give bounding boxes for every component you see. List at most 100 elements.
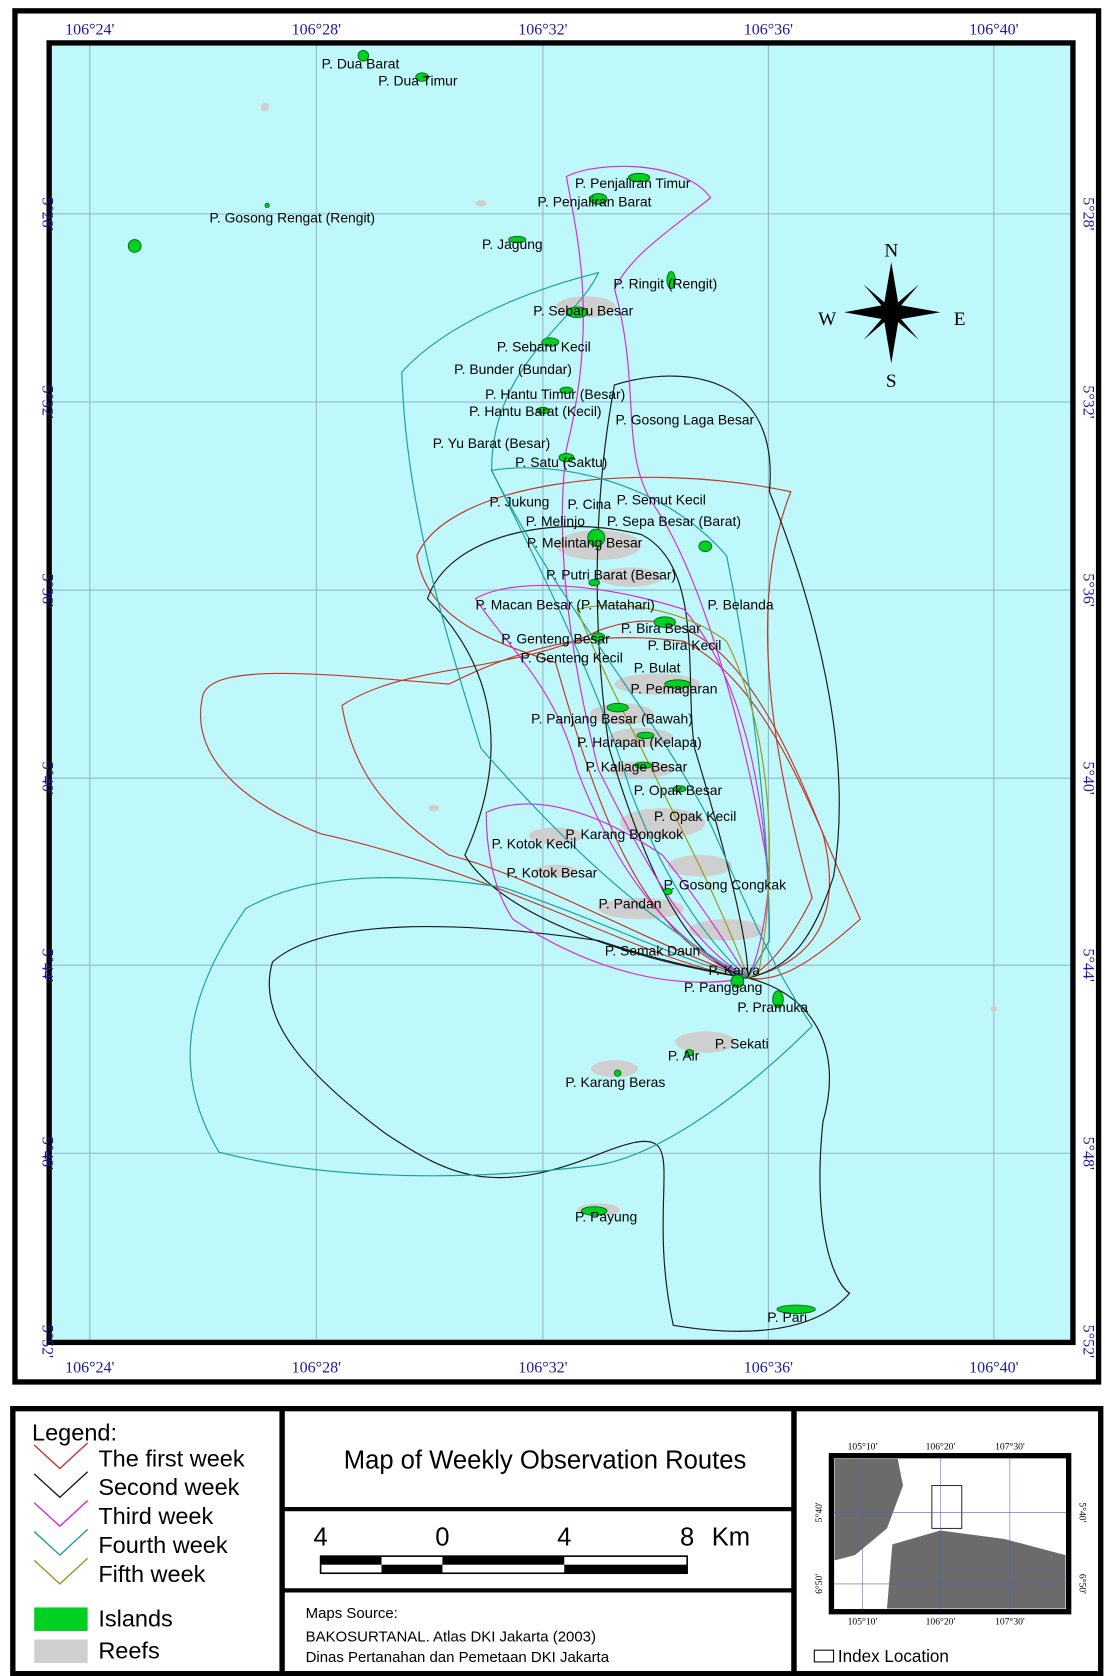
island-label: P. Hantu Barat (Kecil) bbox=[469, 403, 601, 419]
legend-title: Legend: bbox=[32, 1420, 117, 1446]
island-label: P. Panjang Besar (Bawah) bbox=[531, 711, 693, 727]
legend-label: The first week bbox=[98, 1445, 245, 1471]
compass-n: N bbox=[884, 241, 898, 262]
island-label: P. Pandan bbox=[598, 896, 661, 912]
island-label: P. Kotok Kecil bbox=[492, 836, 577, 852]
island-label: P. Bulat bbox=[634, 659, 681, 675]
island-label: P. Bira Kecil bbox=[648, 637, 722, 653]
lon-label: 106°36' bbox=[744, 1359, 793, 1376]
lat-label: 5°40' bbox=[1080, 761, 1097, 794]
island-label: P. Genteng Kecil bbox=[520, 650, 622, 666]
lat-label: 5°36' bbox=[39, 573, 56, 606]
island-label: P. Pramuka bbox=[737, 999, 808, 1015]
compass-s: S bbox=[886, 371, 897, 392]
lon-label: 106°32' bbox=[518, 1359, 567, 1376]
lon-label: 106°24' bbox=[65, 1359, 114, 1376]
legend-label: Reefs bbox=[98, 1638, 159, 1664]
scale-seg bbox=[321, 1556, 382, 1565]
lat-label: 5°44' bbox=[39, 949, 56, 982]
lon-label: 106°28' bbox=[292, 21, 341, 38]
island-label: P. Opak Kecil bbox=[654, 808, 736, 824]
island-label: P. Bunder (Bundar) bbox=[454, 361, 572, 377]
island-label: P. Gosong Laga Besar bbox=[616, 411, 755, 427]
island bbox=[128, 240, 141, 253]
source-line: Dinas Pertanahan dan Pemetaan DKI Jakart… bbox=[306, 1649, 610, 1666]
lon-label: 106°28' bbox=[292, 1359, 341, 1376]
lat-label: 5°28' bbox=[39, 197, 56, 230]
reef bbox=[261, 103, 270, 112]
island-label: P. Genteng Besar bbox=[501, 631, 610, 647]
island-label: P. Satu (Saktu) bbox=[515, 454, 607, 470]
index-swatch bbox=[814, 1650, 833, 1662]
island-label: P. Payung bbox=[575, 1209, 637, 1225]
legend-label: Third week bbox=[98, 1503, 213, 1529]
island bbox=[699, 541, 712, 552]
island-label: P. Jukung bbox=[489, 494, 549, 510]
index-lon: 105°10' bbox=[848, 1617, 878, 1628]
lon-label: 106°36' bbox=[744, 21, 793, 38]
island-label: P. Melinjo bbox=[526, 513, 585, 529]
island-label: P. Putri Barat (Besar) bbox=[546, 566, 676, 582]
scale-label: 4 bbox=[557, 1523, 571, 1551]
lon-label: 106°40' bbox=[969, 21, 1018, 38]
lat-label: 5°48' bbox=[39, 1137, 56, 1170]
island-label: P. Pemagaran bbox=[631, 681, 718, 697]
island-label: P. Cina bbox=[567, 496, 611, 512]
islands-swatch bbox=[34, 1607, 87, 1631]
lat-label: 5°32' bbox=[1080, 385, 1097, 418]
island-label: P. Gosong Rengat (Rengit) bbox=[209, 209, 375, 225]
compass-e: E bbox=[954, 309, 966, 330]
island-label: P. Kaliage Besar bbox=[586, 759, 688, 775]
scale-seg bbox=[382, 1565, 443, 1574]
island-label: P. Semut Kecil bbox=[617, 492, 706, 508]
island-label: P. Sepa Besar (Barat) bbox=[607, 513, 741, 529]
scale-unit: Km bbox=[712, 1523, 750, 1551]
lon-label: 106°24' bbox=[65, 21, 114, 38]
legend-label: Fifth week bbox=[98, 1561, 205, 1587]
sea bbox=[49, 43, 1073, 1342]
lat-label: 5°44' bbox=[1080, 949, 1097, 982]
island-label: P. Air bbox=[668, 1047, 700, 1063]
island-label: P. Penjaliran Timur bbox=[575, 175, 691, 191]
scale-seg bbox=[442, 1556, 564, 1565]
lat-label: 5°40' bbox=[39, 761, 56, 794]
lon-label: 106°32' bbox=[518, 21, 567, 38]
reef bbox=[476, 200, 487, 206]
island-label: P. Sekati bbox=[715, 1036, 769, 1052]
legend-label: Fourth week bbox=[98, 1532, 228, 1558]
island-label: P. Karang Beras bbox=[565, 1074, 665, 1090]
scale-label: 8 bbox=[680, 1523, 694, 1551]
island-label: P. Karya bbox=[709, 962, 761, 978]
index-lat: 6°50' bbox=[814, 1574, 825, 1594]
scale-label: 0 bbox=[435, 1523, 449, 1551]
scale-label: 4 bbox=[313, 1523, 327, 1551]
island-label: P. Belanda bbox=[707, 596, 773, 612]
island-label: P. Jagung bbox=[482, 236, 543, 252]
island-label: P. Pari bbox=[767, 1309, 807, 1325]
source-heading: Maps Source: bbox=[306, 1605, 398, 1622]
lat-label: 5°36' bbox=[1080, 573, 1097, 606]
legend-label: Second week bbox=[98, 1474, 239, 1500]
island-label: P. Hantu Timur (Besar) bbox=[485, 386, 625, 402]
lat-label: 5°32' bbox=[39, 385, 56, 418]
index-lon: 106°20' bbox=[926, 1441, 956, 1452]
reef bbox=[429, 805, 440, 811]
island-label: P. Macan Besar (P. Matahari) bbox=[476, 596, 655, 612]
island-label: P. Ringit (Rengit) bbox=[613, 276, 717, 292]
island-label: P. Dua Barat bbox=[322, 56, 400, 72]
island-label: P. Opak Besar bbox=[634, 782, 723, 798]
index-lon: 105°10' bbox=[848, 1441, 878, 1452]
island-label: P. Bira Besar bbox=[621, 620, 701, 636]
island-label: P. Dua Timur bbox=[378, 73, 458, 89]
island-label: P. Panggang bbox=[684, 979, 762, 995]
lat-label: 5°52' bbox=[39, 1325, 56, 1358]
index-lon: 107°30' bbox=[995, 1617, 1025, 1628]
index-lat: 6°50' bbox=[1076, 1574, 1087, 1594]
lat-label: 5°28' bbox=[1080, 197, 1097, 230]
island-label: P. Harapan (Kelapa) bbox=[577, 734, 702, 750]
lat-label: 5°52' bbox=[1080, 1325, 1097, 1358]
compass-w: W bbox=[818, 309, 837, 330]
source-line: BAKOSURTANAL. Atlas DKI Jakarta (2003) bbox=[306, 1629, 596, 1646]
island-label: P. Semak Daun bbox=[605, 943, 700, 959]
island-label: P. Yu Barat (Besar) bbox=[433, 435, 550, 451]
